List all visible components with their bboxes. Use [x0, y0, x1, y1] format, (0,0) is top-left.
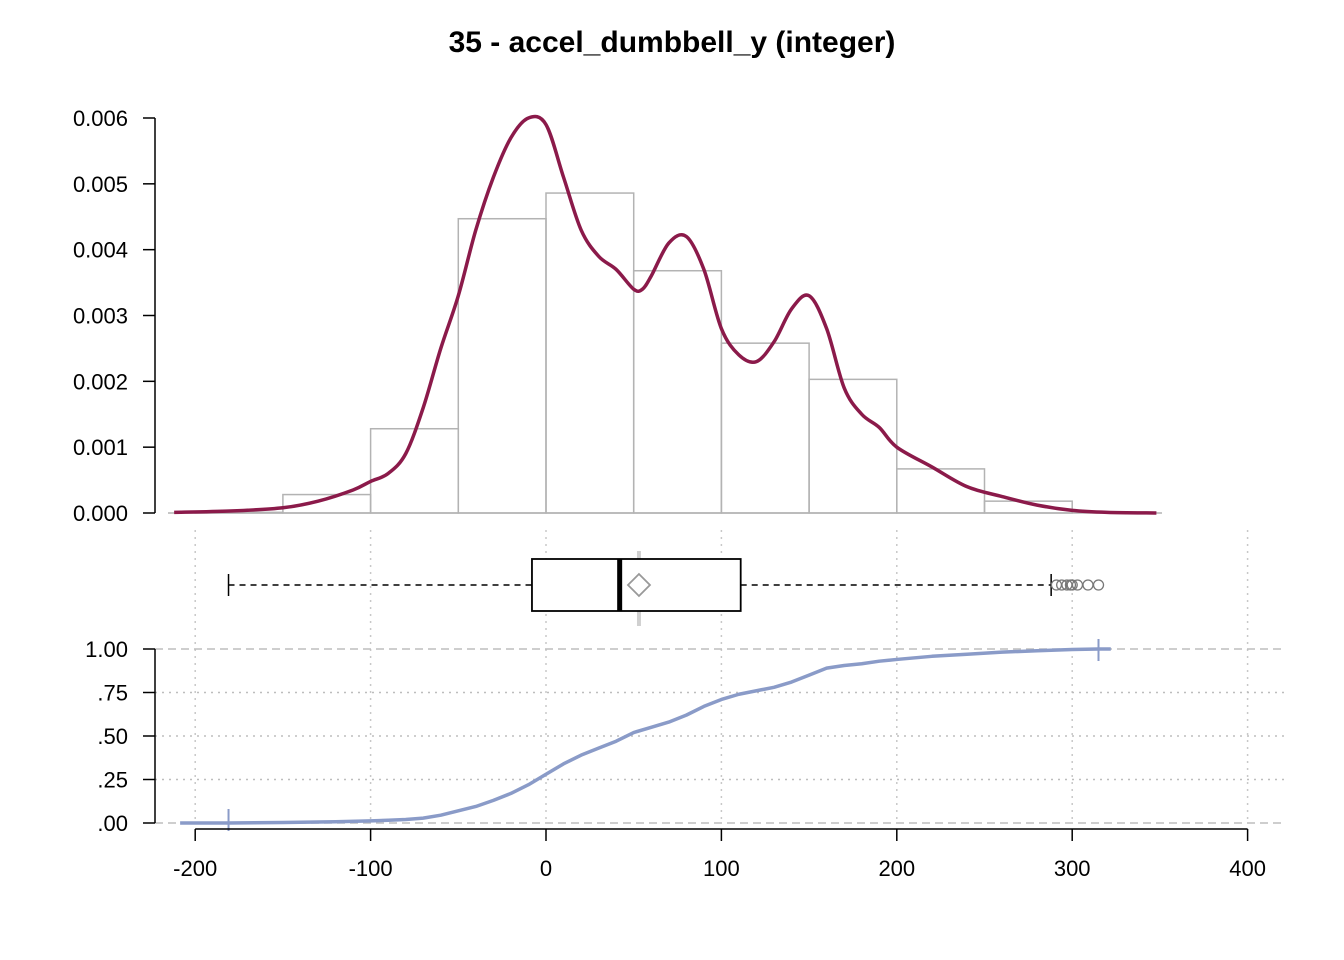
histogram-bar [369, 427, 460, 514]
x-tick-label: -200 [173, 856, 217, 881]
x-tick-label: 100 [703, 856, 740, 881]
histogram-bar [896, 468, 986, 514]
outlier-point [1082, 579, 1094, 591]
histogram-bar [457, 217, 547, 514]
ecdf-line [228, 647, 1099, 825]
boxplot [227, 551, 1105, 626]
density-y-tick-label: 0.001 [73, 435, 128, 460]
x-tick-label: 200 [878, 856, 915, 881]
density-y-tick-label: 0.002 [73, 369, 128, 394]
x-tick-label: 400 [1229, 856, 1266, 881]
x-tick-label: -100 [349, 856, 393, 881]
ecdf-y-tick-label: 1.00 [85, 637, 128, 662]
outlier-point [1066, 579, 1078, 591]
outlier-point [1092, 579, 1105, 591]
x-tick-label: 300 [1054, 856, 1091, 881]
ecdf-y-tick-label: .25 [97, 768, 128, 793]
histogram [168, 192, 1162, 514]
histogram-bar [545, 192, 635, 514]
density-y-tick-label: 0.006 [73, 106, 128, 131]
ecdf-y-tick-label: .00 [97, 811, 128, 836]
mean-marker [626, 572, 652, 598]
density-curve [174, 114, 1157, 515]
ecdf-curve [180, 639, 1111, 831]
density-y-tick-label: 0.003 [73, 304, 128, 329]
density-y-tick-label: 0.000 [73, 501, 128, 526]
histogram-bar [632, 269, 723, 514]
ecdf-y-tick-label: .50 [97, 724, 128, 749]
density-y-tick-label: 0.005 [73, 172, 128, 197]
chart-title: 35 - accel_dumbbell_y (integer) [449, 26, 896, 59]
x-tick-label: 0 [540, 856, 552, 881]
histogram-bar [720, 342, 810, 514]
density-y-tick-label: 0.004 [73, 238, 128, 263]
axes: 0.000 0.001 0.002 0.003 0.004 0.005 0.006 1.00.… [73, 106, 1266, 881]
density-line [174, 114, 1157, 515]
ecdf-y-tick-label: .75 [97, 681, 128, 706]
histogram-bar [808, 378, 898, 514]
